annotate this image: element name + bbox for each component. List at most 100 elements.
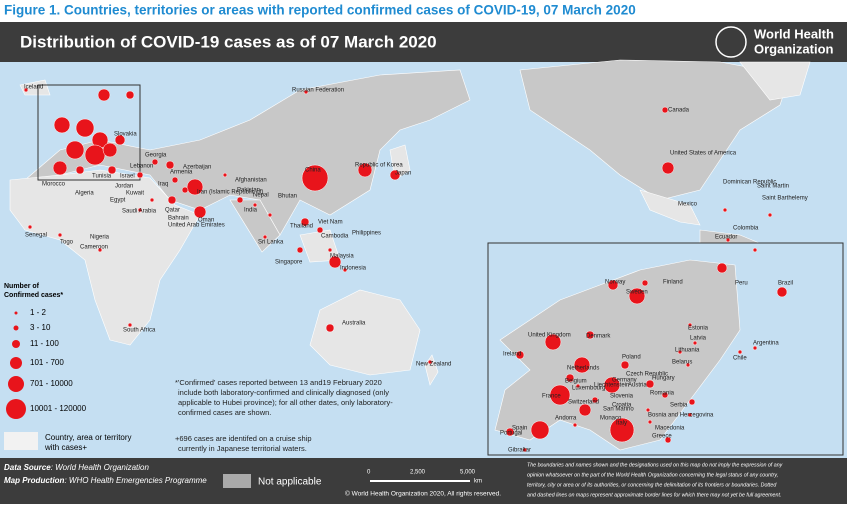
case-bubble	[628, 287, 646, 305]
case-bubble	[620, 360, 630, 370]
country-label: Argentina	[753, 341, 779, 347]
case-bubble	[661, 161, 675, 175]
case-bubble	[151, 158, 159, 166]
case-bubble	[664, 436, 672, 444]
case-bubble	[427, 359, 433, 365]
case-bubble	[303, 89, 309, 95]
country-label: Bahrain	[168, 216, 189, 222]
case-bubble	[603, 376, 621, 394]
country-label: Slovakia	[114, 132, 137, 138]
country-label: France	[542, 394, 561, 400]
case-bubble	[722, 207, 728, 213]
case-bubble	[573, 356, 591, 374]
country-label: Sweden	[626, 290, 648, 296]
case-bubble	[262, 234, 268, 240]
case-bubble	[688, 398, 696, 406]
legend: Number of Confirmed cases* Country, area…	[4, 283, 132, 452]
case-bubble	[687, 412, 693, 418]
note: *'Confirmed' cases reported between 13 a…	[175, 378, 382, 387]
country-label: Philippines	[352, 231, 381, 237]
country-label: India	[244, 208, 258, 214]
case-bubble	[544, 333, 562, 351]
country-label: Bhutan	[278, 194, 297, 200]
country-label: Peru	[735, 281, 748, 287]
country-label: Ecuador	[715, 235, 737, 241]
legend-item: 11 - 100	[30, 339, 59, 348]
country-label: Qatar	[165, 208, 180, 214]
country-label: Togo	[60, 240, 74, 246]
country-label: Andorra	[555, 416, 577, 422]
disclaimer: The boundaries and names shown and the d…	[527, 462, 783, 468]
note: applicable to Hubei province); for all o…	[178, 398, 393, 407]
legend-area: with cases+	[44, 443, 87, 452]
legend-area: Country, area or territory	[45, 433, 132, 442]
country-label: Estonia	[688, 326, 709, 332]
country-label: Iraq	[158, 182, 168, 188]
source-label: Data Source	[4, 463, 51, 472]
legend-bubble	[8, 376, 24, 392]
case-bubble	[767, 212, 773, 218]
note: include both laboratory-confirmed and cl…	[178, 388, 389, 397]
case-bubble	[222, 172, 228, 178]
country-label: Spain	[512, 426, 527, 432]
country-label: Mexico	[678, 202, 698, 208]
legend-item: 1 - 2	[30, 308, 47, 317]
country-label: Croatia	[612, 403, 632, 409]
case-bubble	[575, 383, 581, 389]
case-bubble	[609, 417, 635, 443]
scale-label: 5,000	[460, 470, 476, 476]
legend-swatch	[4, 432, 38, 450]
case-bubble	[186, 178, 204, 196]
case-bubble	[181, 186, 189, 194]
case-bubble	[125, 90, 135, 100]
country-label: Netherlands	[567, 366, 599, 372]
copyright: © World Health Organization 2020, All ri…	[345, 490, 501, 498]
case-bubble	[641, 279, 649, 287]
country-label: Denmark	[586, 334, 611, 340]
country-label: Serbia	[670, 403, 688, 409]
legend-bubble	[6, 399, 26, 419]
country-label: Iceland	[24, 85, 43, 91]
case-bubble	[57, 232, 63, 238]
country-label: Japan	[395, 171, 411, 177]
labels: Iceland Russian Federation Canada United St…	[24, 85, 808, 454]
country-label: Macedonia	[655, 426, 685, 432]
footer-production: Map Production: WHO Health Emergencies P…	[4, 476, 207, 485]
case-bubble	[389, 169, 401, 181]
case-bubble	[328, 255, 342, 269]
case-bubble	[84, 144, 106, 166]
country-label: Russian Federation	[292, 88, 344, 94]
case-bubble	[661, 391, 669, 399]
case-bubble	[267, 212, 273, 218]
case-bubble	[357, 162, 373, 178]
country-label: South Africa	[123, 328, 156, 334]
case-bubble	[585, 330, 595, 340]
country-label: Czech Republic	[626, 372, 668, 378]
case-bubble	[193, 205, 207, 219]
country-label: Indonesia	[340, 266, 367, 272]
country-label: Armenia	[170, 170, 193, 176]
country-label: Malaysia	[330, 254, 354, 260]
figure-title: Figure 1. Countries, territories or area…	[4, 3, 636, 18]
country-label: Luxembourg	[572, 386, 605, 392]
country-label: Dominican Republic	[723, 180, 776, 186]
country-label: Sri Lanka	[258, 240, 284, 246]
legend-item: 3 - 10	[30, 323, 51, 332]
legend-item: 101 - 700	[30, 358, 64, 367]
case-bubble	[565, 373, 575, 383]
country-label: Senegal	[25, 233, 47, 239]
case-bubble	[97, 88, 111, 102]
legend-title: Number of	[4, 283, 40, 290]
case-bubble	[725, 237, 731, 243]
case-bubble	[645, 379, 655, 389]
country-label: Cambodia	[321, 234, 349, 240]
legend-bubble	[14, 311, 18, 315]
country-label: Hungary	[652, 376, 675, 382]
country-label: Thailand	[290, 224, 313, 230]
legend-bubble	[13, 325, 19, 331]
country-label: Republic of Korea	[355, 163, 403, 169]
country-label: Saint Barthelemy	[762, 196, 808, 202]
country-label: Iran (Islamic Republic of)	[197, 190, 263, 196]
country-label: Gibraltar	[508, 448, 531, 454]
note: +696 cases are identifed on a cruise shi…	[175, 434, 312, 443]
